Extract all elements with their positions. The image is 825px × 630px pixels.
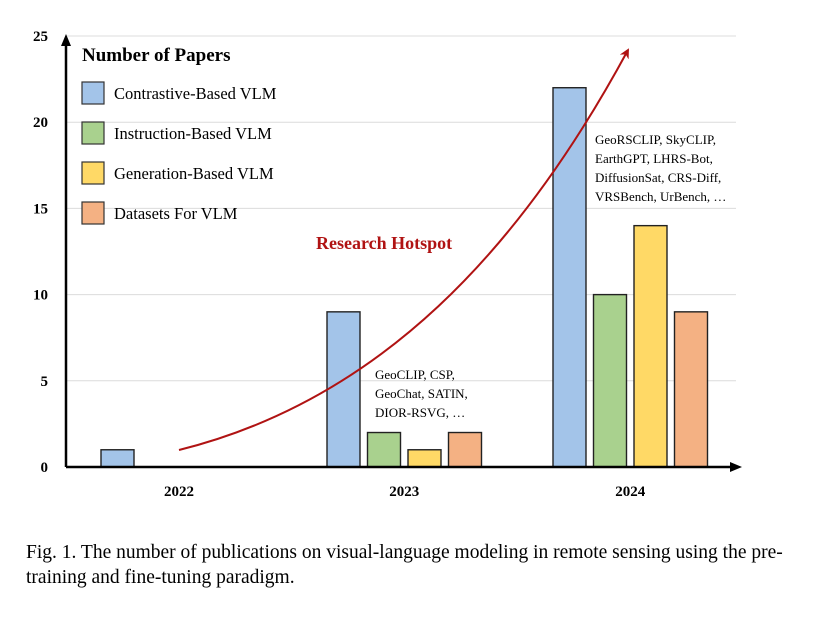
x-category-labels: 2022 2023 2024 xyxy=(164,484,646,500)
x-category-label: 2023 xyxy=(389,484,419,500)
y-tick-label: 5 xyxy=(41,374,49,390)
x-category-label: 2024 xyxy=(615,484,646,500)
annotation-line-2024: VRSBench, UrBench, … xyxy=(595,189,726,204)
bar-generation-based-vlm-2024 xyxy=(633,224,668,468)
legend-swatch xyxy=(81,121,105,145)
annotation-line-2023: DIOR-RSVG, … xyxy=(375,405,465,420)
legend-swatch xyxy=(81,81,105,105)
figure-caption: Fig. 1. The number of publications on vi… xyxy=(26,542,783,588)
bar-contrastive-based-vlm-2024 xyxy=(552,87,587,468)
x-axis-arrowhead xyxy=(730,462,742,472)
legend-swatch xyxy=(81,161,105,185)
legend-label: Generation-Based VLM xyxy=(114,164,274,183)
y-tick-label: 10 xyxy=(33,288,48,304)
bar-chart: 0 5 10 15 20 25 2022 2023 2024 Number of Papers… xyxy=(33,29,742,500)
trend-arrow-curve xyxy=(178,48,629,451)
bar-contrastive-based-vlm-2022 xyxy=(100,449,135,468)
y-tick-label: 15 xyxy=(33,201,48,217)
trend-label: Research Hotspot xyxy=(316,233,452,253)
y-tick-label: 20 xyxy=(33,115,48,131)
annotations: GeoCLIP, CSP, GeoChat, SATIN, DIOR-RSVG, …… xyxy=(375,132,726,420)
y-tick-label: 0 xyxy=(41,460,49,476)
bars xyxy=(100,87,709,468)
annotation-line-2023: GeoChat, SATIN, xyxy=(375,386,468,401)
legend-label: Contrastive-Based VLM xyxy=(114,84,277,103)
bar-instruction-based-vlm-2024 xyxy=(592,293,628,468)
y-tick-label: 25 xyxy=(33,29,48,45)
annotation-line-2024: EarthGPT, LHRS-Bot, xyxy=(595,151,713,166)
legend-label: Instruction-Based VLM xyxy=(114,124,272,143)
legend-swatch xyxy=(81,201,105,225)
y-tick-labels: 0 5 10 15 20 25 xyxy=(33,29,48,476)
axes xyxy=(61,34,742,472)
x-category-label: 2022 xyxy=(164,484,194,500)
legend-title: Number of Papers xyxy=(82,45,230,66)
bar-generation-based-vlm-2023 xyxy=(407,449,442,468)
trend-arrow xyxy=(178,48,629,451)
legend: Number of Papers Contrastive-Based VLM In… xyxy=(81,45,277,225)
bar-instruction-based-vlm-2023 xyxy=(366,431,402,468)
legend-label: Datasets For VLM xyxy=(114,204,238,223)
annotation-line-2024: DiffusionSat, CRS-Diff, xyxy=(595,170,721,185)
bar-datasets-for-vlm-2023 xyxy=(447,431,483,468)
bar-datasets-for-vlm-2024 xyxy=(673,311,709,468)
y-axis-arrowhead xyxy=(61,34,71,46)
annotation-line-2024: GeoRSCLIP, SkyCLIP, xyxy=(595,132,716,147)
bar-contrastive-based-vlm-2023 xyxy=(326,311,361,468)
annotation-line-2023: GeoCLIP, CSP, xyxy=(375,367,455,382)
